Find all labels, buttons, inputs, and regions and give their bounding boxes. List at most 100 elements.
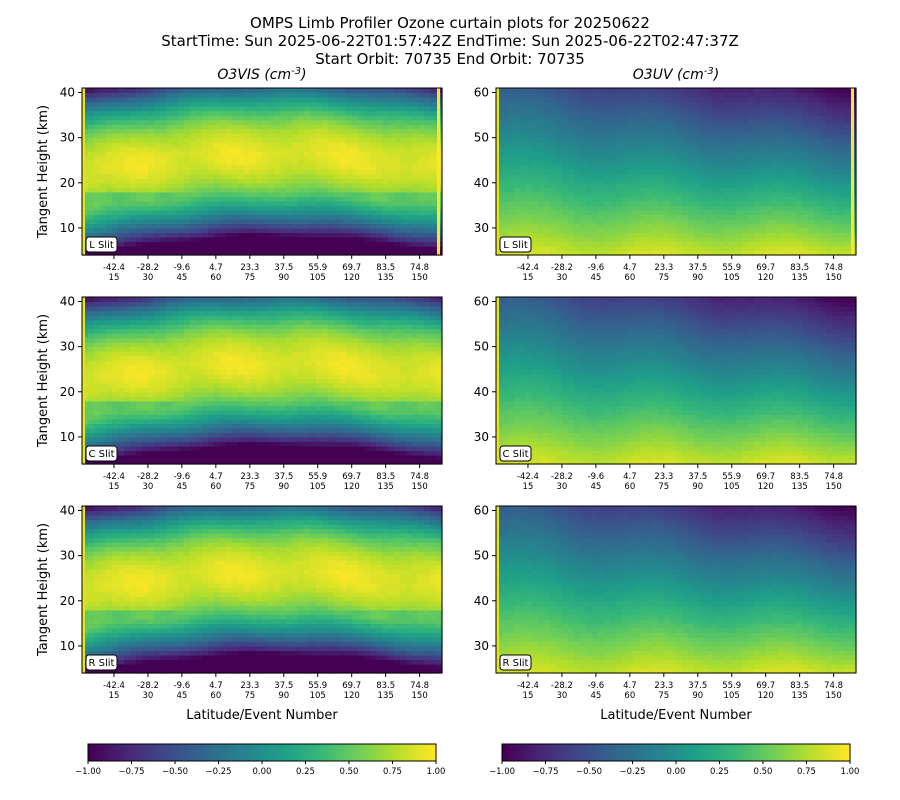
x-tick-event-label: 120 [344,691,360,701]
x-tick-latitude-label: 55.9 [308,472,327,482]
x-tick-latitude-label: 37.5 [688,472,707,482]
x-tick-latitude-label: 23.3 [654,681,673,691]
x-tick-event-label: 30 [557,482,568,492]
y-tick-label: 40 [60,295,75,309]
slit-label-box [85,654,118,671]
panel-uv_R: 30405060-42.415-28.230-9.6454.76023.3753… [474,504,857,723]
x-tick-event-label: 75 [244,691,255,701]
x-tick-event-label: 75 [658,691,669,701]
x-axis-label: Latitude/Event Number [600,708,752,723]
x-tick-event-label: 75 [658,273,669,283]
heatmap-cells [82,506,443,674]
x-tick-event-label: 105 [310,273,326,283]
x-tick-event-label: 60 [624,691,635,701]
x-tick-event-label: 60 [624,482,635,492]
x-tick-event-label: 45 [176,273,187,283]
panel-frame [81,505,443,674]
x-tick-event-label: 105 [724,273,740,283]
colorbar-tick-label: −1.00 [75,767,101,777]
x-tick-latitude-label: -9.6 [588,472,605,482]
colorbar-tick-label: 1.00 [841,767,860,777]
colorbar-tick-label: −0.50 [576,767,602,777]
y-tick-label: 60 [474,86,489,100]
x-tick-latitude-label: 37.5 [274,472,293,482]
x-tick-latitude-label: 69.7 [342,263,361,273]
x-tick-latitude-label: 37.5 [274,263,293,273]
x-axis-label: Latitude/Event Number [186,708,338,723]
panel-uv_C: 30405060-42.415-28.230-9.6454.76023.3753… [474,295,857,492]
slit-label: L Slit [499,236,532,253]
x-tick-event-label: 45 [590,691,601,701]
slit-label-text: C Slit [503,449,529,460]
heatmap-cells [82,88,443,256]
x-tick-event-label: 120 [758,691,774,701]
slit-label: C Slit [499,445,532,462]
x-tick-event-label: 30 [143,273,154,283]
slit-label-text: R Slit [503,658,529,669]
slit-label: L Slit [85,236,118,253]
x-tick-event-label: 135 [792,273,808,283]
x-tick-latitude-label: 55.9 [722,472,741,482]
x-tick-latitude-label: 83.5 [376,681,395,691]
x-tick-latitude-label: 69.7 [756,472,775,482]
heatmap-cells [496,88,857,256]
x-tick-latitude-label: -28.2 [137,681,159,691]
x-tick-event-label: 120 [344,482,360,492]
colorbar-tick-label: −0.25 [205,767,231,777]
y-tick-label: 40 [474,176,489,190]
panel-frame [495,296,857,465]
x-tick-event-label: 75 [244,273,255,283]
y-tick-label: 40 [60,86,75,100]
colorbar-tick-label: −0.75 [118,767,144,777]
x-tick-event-label: 15 [109,273,120,283]
colorbar-tick-label: 0.00 [253,767,272,777]
x-tick-event-label: 90 [692,273,703,283]
y-tick-label: 10 [60,221,75,235]
colorbar-tick-label: −0.50 [162,767,188,777]
y-axis-label: Tangent Height (km) [36,105,51,239]
x-tick-event-label: 120 [758,273,774,283]
slit-label-box [85,236,118,253]
slit-label-text: L Slit [89,240,114,251]
figure-title-line3: Start Orbit: 70735 End Orbit: 70735 [315,50,585,68]
colorbar-tick-label: 0.25 [296,767,315,777]
x-tick-event-label: 150 [412,482,428,492]
x-tick-latitude-label: 55.9 [722,263,741,273]
x-tick-event-label: 15 [523,691,534,701]
x-tick-event-label: 45 [590,482,601,492]
column-title: O3VIS (cm-3) [217,66,306,84]
y-axis-label: Tangent Height (km) [36,523,51,657]
x-tick-event-label: 90 [278,691,289,701]
x-tick-event-label: 150 [826,273,842,283]
slit-label-text: R Slit [89,658,115,669]
x-tick-event-label: 60 [210,691,221,701]
x-tick-latitude-label: 83.5 [790,681,809,691]
colorbar-tick-label: 0.50 [340,767,359,777]
x-tick-event-label: 30 [143,482,154,492]
x-tick-latitude-label: 37.5 [688,263,707,273]
x-tick-event-label: 90 [692,691,703,701]
x-tick-latitude-label: 55.9 [722,681,741,691]
edge-stripe-left [82,88,85,255]
x-tick-event-label: 90 [692,482,703,492]
y-tick-label: 30 [474,221,489,235]
colorbar-tick-label: −0.25 [619,767,645,777]
x-tick-event-label: 135 [378,691,394,701]
colorbar-tick-label: 0.50 [754,767,773,777]
colorbar-tick-label: 1.00 [427,767,446,777]
x-tick-latitude-label: 55.9 [308,263,327,273]
x-tick-event-label: 15 [523,482,534,492]
x-tick-latitude-label: -9.6 [174,681,191,691]
heatmap-cells [82,297,443,465]
column-title: O3UV (cm-3) [633,66,719,84]
y-tick-label: 20 [60,385,75,399]
y-tick-label: 40 [474,594,489,608]
x-tick-event-label: 135 [378,273,394,283]
slit-label-box [499,654,532,671]
x-tick-latitude-label: 23.3 [240,263,259,273]
x-tick-latitude-label: 4.7 [209,263,223,273]
x-tick-latitude-label: 4.7 [623,263,637,273]
colorbar-tick-label: −1.00 [489,767,515,777]
colorbar-tick-label: 0.00 [667,767,686,777]
panel-frame [81,296,443,465]
